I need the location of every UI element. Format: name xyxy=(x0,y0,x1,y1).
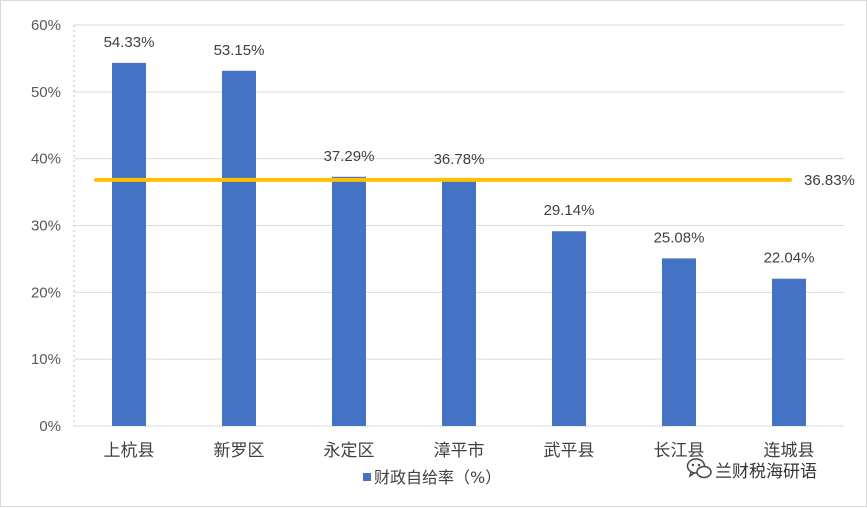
bar xyxy=(222,70,256,427)
average-line-group: 36.83% xyxy=(94,172,855,189)
data-label: 29.14% xyxy=(544,202,595,219)
y-tick-label: 0% xyxy=(39,418,61,435)
x-category-label: 永定区 xyxy=(324,441,375,461)
y-tick-label: 40% xyxy=(31,151,61,168)
wechat-icon xyxy=(686,458,712,479)
y-tick-label: 30% xyxy=(31,218,61,235)
bar xyxy=(772,278,806,426)
data-label: 37.29% xyxy=(324,148,375,165)
bars xyxy=(112,62,806,427)
legend-swatch xyxy=(363,473,371,481)
x-category-label: 连城县 xyxy=(764,441,815,461)
y-tick-label: 50% xyxy=(31,84,61,101)
data-labels: 54.33% 53.15% 37.29% 36.78% 29.14% 25.08% 22.0… xyxy=(104,34,815,267)
legend: 财政自给率（%） xyxy=(363,468,501,487)
bar xyxy=(332,176,366,426)
x-category-label: 长江县 xyxy=(654,441,705,461)
watermark: 兰财税海研语 xyxy=(686,458,817,482)
x-category-label: 漳平市 xyxy=(434,441,485,461)
bar xyxy=(662,258,696,426)
bar xyxy=(112,62,146,426)
y-tick-label: 10% xyxy=(31,351,61,368)
x-category-label: 新罗区 xyxy=(214,441,265,461)
data-label: 54.33% xyxy=(104,34,155,51)
average-label: 36.83% xyxy=(804,172,855,189)
data-label: 25.08% xyxy=(654,229,705,246)
x-category-label: 上杭县 xyxy=(104,441,155,461)
data-label: 22.04% xyxy=(764,250,815,267)
bar xyxy=(442,180,476,426)
x-category-label: 武平县 xyxy=(544,441,595,461)
data-label: 36.78% xyxy=(434,151,485,168)
y-axis-ticks: 0% 10% 20% 30% 40% 50% 60% xyxy=(31,17,61,435)
y-tick-label: 20% xyxy=(31,284,61,301)
watermark-text: 兰财税海研语 xyxy=(715,462,817,482)
bar xyxy=(552,231,586,426)
x-axis-categories: 上杭县 新罗区 永定区 漳平市 武平县 长江县 连城县 xyxy=(104,441,815,461)
data-label: 53.15% xyxy=(214,42,265,59)
legend-label: 财政自给率（%） xyxy=(374,468,501,487)
y-tick-label: 60% xyxy=(31,17,61,34)
